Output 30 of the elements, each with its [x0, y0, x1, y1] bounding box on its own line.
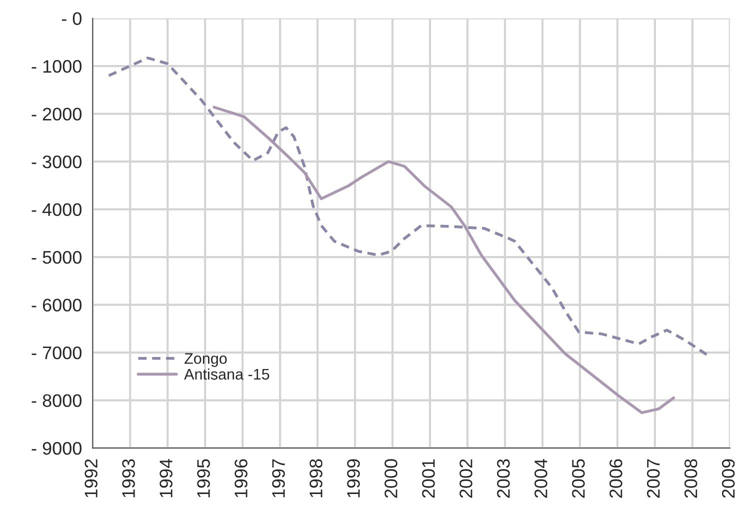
x-tick-label: 1996 — [234, 459, 248, 498]
x-tick-label: 2005 — [572, 459, 585, 498]
y-tick-label: - 6000 — [32, 298, 82, 312]
y-tick-label: - 1000 — [32, 60, 82, 73]
x-tick-label: 1997 — [272, 459, 285, 498]
x-tick-label: 1992 — [84, 459, 98, 498]
x-tick-label: 2001 — [422, 459, 435, 498]
x-tick-label: 2003 — [497, 459, 510, 498]
legend-label: Zongo — [184, 353, 227, 367]
x-tick-label: 1995 — [197, 459, 210, 498]
x-tick-label: 2008 — [684, 459, 698, 498]
y-tick-label: - 5000 — [32, 250, 82, 264]
x-tick-label: 1993 — [122, 459, 135, 498]
x-tick-label: 2000 — [384, 459, 398, 498]
y-tick-label: - 2000 — [32, 108, 82, 121]
x-tick-label: 1999 — [347, 459, 360, 498]
y-tick-label: - 0 — [62, 12, 82, 26]
x-tick-label: 2007 — [646, 459, 660, 498]
x-tick-label: 1998 — [310, 459, 322, 498]
x-tick-label: 2004 — [534, 458, 548, 498]
y-tick-label: - 9000 — [32, 442, 82, 455]
y-tick-label: - 7000 — [32, 346, 82, 360]
y-tick-label: - 4000 — [32, 203, 82, 216]
x-tick-label: 2006 — [609, 459, 622, 498]
x-tick-label: 1994 — [160, 458, 172, 498]
legend-label: Antisana -15 — [184, 368, 270, 380]
y-tick-label: - 8000 — [32, 394, 82, 407]
y-tick-label: - 3000 — [32, 156, 82, 168]
x-tick-label: 2002 — [460, 459, 472, 498]
x-tick-label: 2009 — [722, 459, 735, 498]
